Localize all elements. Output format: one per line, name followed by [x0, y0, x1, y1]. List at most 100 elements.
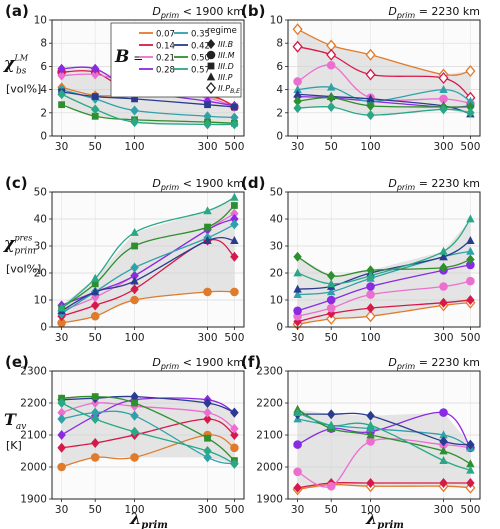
data-point-0.42	[130, 276, 139, 285]
y-tick-label: 1900	[256, 494, 283, 506]
x-tick-label: 30	[291, 141, 304, 153]
legend-regime-marker	[206, 72, 216, 81]
data-point-0.35	[293, 85, 302, 93]
data-point-0.07	[230, 287, 239, 297]
data-point-0.57	[439, 104, 448, 115]
data-point-0.42	[231, 103, 238, 111]
data-point-0.42	[91, 93, 99, 100]
data-point-0.28	[57, 430, 66, 440]
data-point-0.57	[366, 420, 375, 429]
data-point-0.21	[57, 70, 66, 81]
x-tick-label: 300	[433, 332, 453, 344]
legend-label-0.28: 0.28	[156, 66, 175, 76]
x-tick-label: 50	[89, 504, 102, 516]
x-tick-label: 500	[460, 332, 480, 344]
data-point-0.07	[326, 312, 337, 325]
x-tick-label: 30	[55, 141, 68, 153]
x-tick-label: 100	[125, 141, 145, 153]
data-point-0.21	[230, 423, 239, 434]
data-point-0.14	[292, 40, 303, 53]
panel-label: (d)	[241, 174, 265, 192]
data-point-0.07	[130, 453, 139, 462]
y-tick-label: 2100	[20, 430, 47, 442]
data-point-0.14	[439, 478, 448, 488]
data-point-0.42	[130, 391, 139, 402]
data-point-0.35	[327, 82, 336, 91]
plot-frame	[51, 19, 245, 137]
data-point-0.35	[91, 407, 100, 418]
data-point-0.57	[57, 398, 66, 408]
data-point-0.14	[466, 478, 475, 488]
data-point-0.28	[293, 440, 302, 449]
data-point-0.21	[293, 467, 302, 477]
data-point-0.21	[203, 407, 212, 418]
legend-regime-title: regime	[207, 26, 237, 36]
data-point-0.14	[91, 438, 100, 448]
data-point-0.21	[293, 77, 302, 86]
data-point-0.35	[130, 262, 139, 273]
y-axis-label: χLM bs	[3, 54, 29, 77]
data-point-0.35	[130, 105, 139, 116]
legend-label-0.07: 0.07	[156, 30, 175, 40]
data-point-0.50	[466, 254, 475, 265]
x-tick-label: 100	[125, 332, 145, 344]
x-tick-label: 30	[55, 332, 68, 344]
data-point-0.50	[131, 242, 138, 250]
data-point-0.14	[439, 297, 448, 308]
y-tick-label: 2300	[20, 366, 47, 378]
data-point-0.28	[130, 270, 139, 281]
y-tick-label: 2000	[256, 462, 283, 474]
data-point-0.57	[466, 214, 475, 223]
data-point-0.35	[203, 452, 212, 463]
data-point-0.50	[58, 101, 65, 109]
y-tick-label: 8	[276, 38, 283, 50]
y-tick-label: 2200	[20, 398, 47, 410]
data-point-0.14	[203, 414, 212, 424]
y-tick-label: 2	[276, 107, 283, 119]
x-tick-label: 30	[55, 504, 68, 516]
data-point-0.07	[90, 453, 100, 462]
data-point-0.57	[293, 408, 302, 416]
panel-f: 1900 2000 2100 2200 2300 30 50 100 300 500 (f) Dpri…	[241, 353, 481, 516]
legend-label-0.35: 0.35	[191, 30, 210, 40]
data-point-0.07	[130, 295, 139, 305]
x-tick-label: 300	[197, 504, 217, 516]
data-point-0.57	[327, 420, 336, 429]
y-tick-label: 1900	[20, 494, 47, 506]
legend-regime-label: II.PB,E	[218, 84, 240, 95]
data-point-0.42	[366, 94, 375, 103]
data-point-0.21	[366, 290, 375, 299]
data-point-0.57	[293, 103, 302, 114]
data-point-0.35	[439, 85, 448, 93]
y-tick-label: 2000	[20, 462, 47, 474]
x-tick-label: 100	[361, 332, 381, 344]
legend-regime-marker	[205, 81, 217, 95]
y-tick-label: 30	[34, 241, 47, 253]
data-point-0.50	[91, 280, 99, 288]
data-point-0.57	[293, 268, 302, 277]
data-point-0.14	[365, 68, 376, 81]
plot-frame	[287, 191, 481, 328]
data-point-0.50	[131, 399, 138, 407]
legend-regime-marker	[206, 50, 216, 60]
data-point-0.14	[57, 442, 66, 453]
data-point-0.42	[466, 236, 475, 244]
x-axis-label: λprim	[365, 509, 404, 529]
data-point-0.42	[230, 236, 239, 244]
data-point-0.42	[366, 410, 375, 421]
data-point-0.50	[366, 100, 375, 111]
data-point-0.42	[439, 252, 448, 261]
data-point-0.50	[327, 270, 336, 281]
data-point-0.57	[327, 279, 336, 288]
data-point-0.57	[203, 119, 212, 130]
x-tick-label: 300	[433, 141, 453, 153]
legend-regime-marker	[207, 62, 215, 70]
panel-b: 0 2 4 6 8 10 30 50 100 300 500 (b) Dprim = 2230 km	[241, 2, 481, 153]
data-point-0.57	[439, 456, 448, 464]
x-tick-label: 50	[89, 332, 102, 344]
data-point-0.14	[366, 478, 375, 488]
y-tick-label: 10	[34, 15, 47, 27]
data-point-0.42	[204, 101, 211, 109]
data-point-0.14	[466, 295, 475, 305]
